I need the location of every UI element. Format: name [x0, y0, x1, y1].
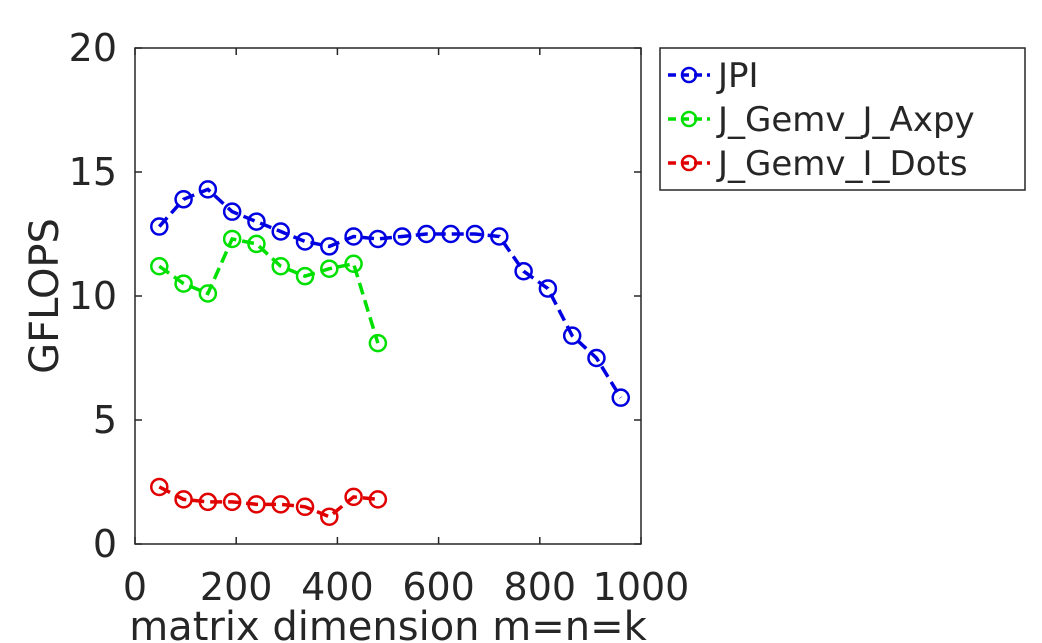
series-line-j-gemv-j-axpy [158, 236, 380, 344]
x-axis-label: matrix dimension m=n=k [129, 604, 647, 643]
data-point-j-gemv-i-dots [174, 490, 193, 509]
data-point-j-gemv-i-dots [344, 487, 363, 507]
data-point-jpi [150, 217, 169, 236]
y-tick-label: 5 [93, 398, 117, 442]
data-point-jpi [271, 222, 290, 241]
data-point-j-gemv-i-dots [320, 507, 339, 526]
x-tick-label: 800 [504, 565, 577, 609]
data-point-jpi [587, 348, 606, 368]
series-j-gemv-j-axpy [150, 229, 388, 353]
data-point-jpi [344, 227, 363, 246]
data-point-jpi [198, 180, 218, 199]
data-point-j-gemv-i-dots [150, 477, 169, 497]
legend-marker-jpi [680, 66, 698, 84]
data-point-j-gemv-j-axpy [247, 234, 266, 254]
data-point-jpi [320, 237, 339, 256]
data-point-j-gemv-j-axpy [150, 256, 169, 276]
y-tick-label: 20 [69, 26, 117, 70]
data-point-jpi [368, 229, 388, 249]
x-tick-label: 600 [402, 565, 475, 609]
x-tick-label: 0 [123, 565, 147, 609]
plot-area [134, 47, 642, 545]
data-point-j-gemv-j-axpy [222, 229, 242, 249]
legend-box [659, 47, 1026, 191]
data-point-j-gemv-j-axpy [198, 284, 218, 303]
series-line-j-gemv-i-dots [158, 485, 379, 519]
data-point-jpi [562, 326, 582, 345]
legend-label-j-gemv-j-axpy: J_Gemv_J_Axpy [716, 100, 975, 140]
x-tick-label: 400 [301, 565, 374, 609]
legend-label-j-gemv-i-dots: J_Gemv_I_Dots [716, 144, 968, 184]
data-point-jpi [295, 232, 315, 251]
data-point-j-gemv-i-dots [198, 492, 218, 512]
data-point-jpi [417, 224, 436, 244]
data-point-jpi [611, 388, 631, 407]
data-point-j-gemv-j-axpy [174, 274, 193, 293]
data-point-jpi [514, 261, 533, 281]
data-point-jpi [538, 279, 558, 298]
data-point-j-gemv-j-axpy [368, 333, 388, 353]
data-point-j-gemv-i-dots [247, 495, 266, 514]
data-point-jpi [247, 212, 266, 231]
x-ticks: 0 200 400 600 800 1000 [123, 48, 689, 609]
data-point-j-gemv-i-dots [222, 492, 242, 512]
y-tick-label: 0 [93, 522, 117, 566]
legend-marker-j-gemv-j-axpy [680, 110, 698, 128]
data-point-jpi [441, 224, 460, 244]
y-axis-label: GFLOPS [22, 218, 68, 374]
legend-marker-j-gemv-i-dots [680, 154, 698, 172]
x-tick-label: 1000 [593, 565, 690, 609]
legend-label-jpi: JPI [716, 56, 759, 96]
data-point-j-gemv-j-axpy [320, 259, 339, 278]
y-tick-label: 15 [69, 150, 117, 194]
y-ticks: 0 5 10 15 20 [69, 26, 641, 566]
data-point-jpi [174, 190, 193, 209]
y-tick-label: 10 [69, 274, 117, 318]
series-j-gemv-i-dots [150, 477, 388, 526]
x-tick-label: 200 [200, 565, 273, 609]
data-point-j-gemv-j-axpy [344, 254, 363, 274]
data-point-jpi [392, 227, 412, 246]
data-point-j-gemv-i-dots [271, 495, 290, 514]
series-line-jpi [157, 187, 623, 399]
data-point-j-gemv-i-dots [368, 490, 388, 509]
data-point-jpi [490, 227, 509, 246]
data-point-jpi [465, 224, 485, 244]
data-point-j-gemv-j-axpy [295, 266, 315, 286]
series-layer [150, 180, 631, 526]
data-point-j-gemv-i-dots [295, 497, 315, 517]
data-point-j-gemv-j-axpy [271, 256, 290, 276]
data-point-jpi [222, 202, 242, 221]
series-jpi [150, 180, 631, 407]
